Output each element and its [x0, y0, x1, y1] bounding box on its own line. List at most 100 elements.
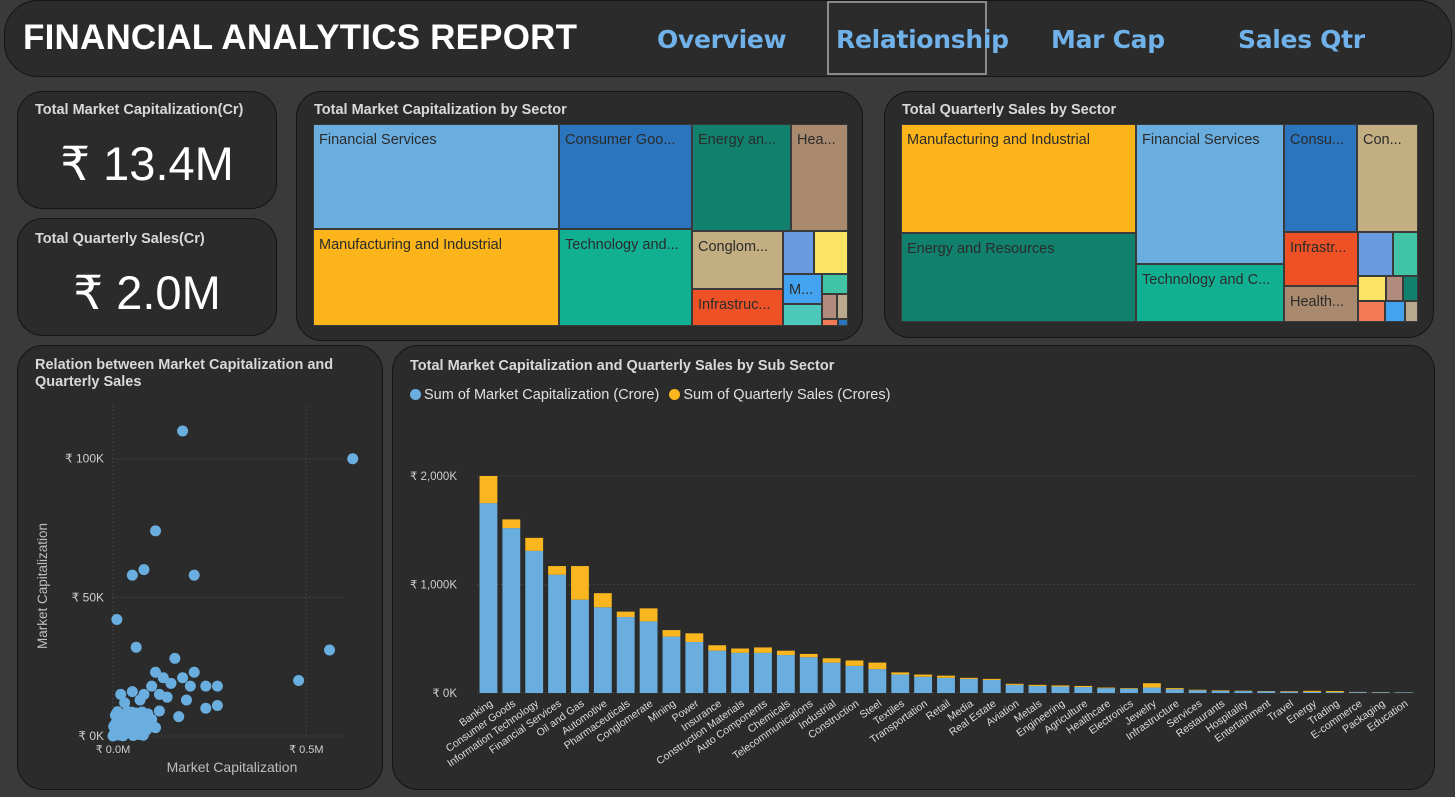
treemap-cell-small[interactable]: [1386, 276, 1403, 301]
tab-overview[interactable]: Overview: [657, 25, 787, 54]
scatter-point: [161, 691, 173, 703]
treemap-cell-small[interactable]: [1403, 276, 1418, 301]
tab-sales-qtr[interactable]: Sales Qtr: [1238, 25, 1365, 54]
treemap-cell-consumer-goods[interactable]: Consu...: [1284, 124, 1357, 232]
treemap-cell-small[interactable]: [1358, 301, 1385, 322]
treemap-cell-small[interactable]: [822, 294, 837, 319]
bar-market-cap: [959, 678, 978, 693]
scatter-point: [119, 722, 131, 734]
bar-quarterly-sales: [959, 677, 978, 679]
treemap-cell-energy[interactable]: Energy and Resources: [901, 233, 1136, 322]
treemap-cell-healthcare[interactable]: Hea...: [791, 124, 848, 231]
scatter-point: [211, 680, 223, 692]
treemap-cell-conglomerate[interactable]: Conglom...: [692, 231, 783, 289]
scatter-point: [177, 425, 189, 437]
treemap-cell-technology[interactable]: Technology and C...: [1136, 264, 1284, 322]
scatter-point: [324, 644, 336, 656]
bar-market-cap: [548, 574, 566, 693]
treemap-cell-small[interactable]: [1358, 276, 1386, 301]
scatter-point: [200, 680, 212, 692]
bar-quarterly-sales: [868, 662, 887, 670]
bar-quarterly-sales: [593, 593, 612, 608]
scatter-point: [134, 694, 146, 706]
treemap-cell-small[interactable]: [822, 274, 848, 294]
treemap-cell-small[interactable]: [838, 319, 848, 326]
treemap-cell-small[interactable]: [783, 231, 814, 274]
treemap-quarterly-sales: Manufacturing and Industrial Financial S…: [901, 124, 1418, 322]
bar-quarterly-sales: [479, 476, 498, 504]
treemap-cell-manufacturing[interactable]: Manufacturing and Industrial: [901, 124, 1136, 233]
tab-relationship-active-frame[interactable]: [827, 1, 987, 75]
kpi-card-quarterly-sales: Total Quarterly Sales(Cr) ₹ 2.0M: [17, 218, 277, 336]
treemap-cell-financial-services[interactable]: Financial Services: [313, 124, 559, 229]
tab-relationship[interactable]: Relationship: [836, 25, 1009, 54]
treemap-cell-small[interactable]: [814, 231, 848, 274]
bar-market-cap: [1165, 689, 1184, 693]
treemap-cell-healthcare[interactable]: Health...: [1284, 286, 1358, 322]
kpi-value: ₹ 13.4M: [60, 137, 234, 190]
tab-mar-cap[interactable]: Mar Cap: [1051, 25, 1165, 54]
y-tick-label: ₹ 100K: [65, 452, 104, 466]
bar-quarterly-sales: [1142, 683, 1161, 688]
treemap-cell-small[interactable]: [1393, 232, 1418, 276]
treemap-cell-infrastructure[interactable]: Infrastr...: [1284, 232, 1358, 286]
legend-item[interactable]: Sum of Quarterly Sales (Crores): [669, 387, 890, 403]
bar-quarterly-sales: [1120, 688, 1138, 689]
scatter-point: [184, 680, 196, 692]
treemap-cell-media[interactable]: M...: [783, 274, 822, 304]
scatter-point: [146, 680, 158, 692]
treemap-cell-small[interactable]: [1385, 301, 1405, 322]
treemap-cell-consumer-goods[interactable]: Consumer Goo...: [559, 124, 692, 229]
treemap-cell-small[interactable]: [783, 304, 822, 326]
bar-market-cap: [1188, 690, 1207, 693]
scatter-point: [150, 722, 162, 734]
treemap-cell-financial-services[interactable]: Financial Services: [1136, 124, 1284, 264]
treemap-cell-small[interactable]: [837, 294, 848, 319]
y-axis-title: Market Capitalization: [35, 523, 50, 649]
treemap-cell-energy[interactable]: Energy an...: [692, 124, 791, 231]
scatter-point: [130, 708, 142, 720]
treemap-cell-manufacturing[interactable]: Manufacturing and Industrial: [313, 229, 559, 326]
treemap-market-cap-panel: Total Market Capitalization by Sector Fi…: [296, 91, 863, 341]
treemap-cell-conglomerate[interactable]: Con...: [1357, 124, 1418, 232]
bar-market-cap: [845, 665, 864, 693]
scatter-point: [157, 672, 169, 684]
bar-quarterly-sales: [754, 647, 772, 653]
bar-quarterly-sales: [1326, 691, 1344, 693]
scatter-panel: Relation between Market Capitalization a…: [17, 345, 383, 790]
bar-quarterly-sales: [708, 645, 727, 651]
bar-quarterly-sales: [685, 633, 704, 643]
scatter-plot: ₹ 100K ₹ 50K ₹ 0K₹ 0.0M ₹ 0.5M Market Capita…: [35, 406, 359, 775]
treemap-cell-small[interactable]: [822, 319, 838, 326]
scatter-point: [146, 713, 158, 725]
bar-market-cap: [616, 617, 635, 693]
bar-market-cap: [731, 652, 750, 693]
scatter-point: [293, 675, 305, 687]
scatter-point: [119, 697, 131, 709]
treemap-cell-technology[interactable]: Technology and...: [559, 229, 692, 326]
bar-market-cap: [593, 607, 612, 693]
scatter-point: [138, 719, 150, 731]
legend-item[interactable]: Sum of Market Capitalization (Crore): [410, 387, 659, 403]
scatter-point: [126, 686, 138, 698]
treemap-quarterly-sales-panel: Total Quarterly Sales by Sector Manufact…: [884, 91, 1434, 338]
scatter-point: [188, 569, 200, 581]
y-tick-label: ₹ 2,000K: [410, 471, 457, 483]
bar-quarterly-sales: [1097, 687, 1116, 689]
treemap-cell-small[interactable]: [1358, 232, 1393, 276]
scatter-point: [113, 729, 125, 741]
scatter-point: [188, 666, 200, 678]
treemap-cell-small[interactable]: [1405, 301, 1418, 322]
bar-market-cap: [662, 636, 681, 693]
legend-dot: [410, 389, 421, 400]
bar-market-cap: [776, 655, 795, 693]
bar-quarterly-sales: [616, 611, 635, 618]
bar-quarterly-sales: [1074, 685, 1093, 688]
treemap-cell-infrastructure[interactable]: Infrastruc...: [692, 289, 783, 326]
bar-market-cap: [1097, 688, 1116, 693]
bar-quarterly-sales: [662, 630, 681, 637]
scatter-point: [150, 525, 162, 537]
scatter-point: [211, 700, 223, 711]
bar-market-cap: [868, 669, 887, 693]
legend-dot: [669, 389, 681, 400]
